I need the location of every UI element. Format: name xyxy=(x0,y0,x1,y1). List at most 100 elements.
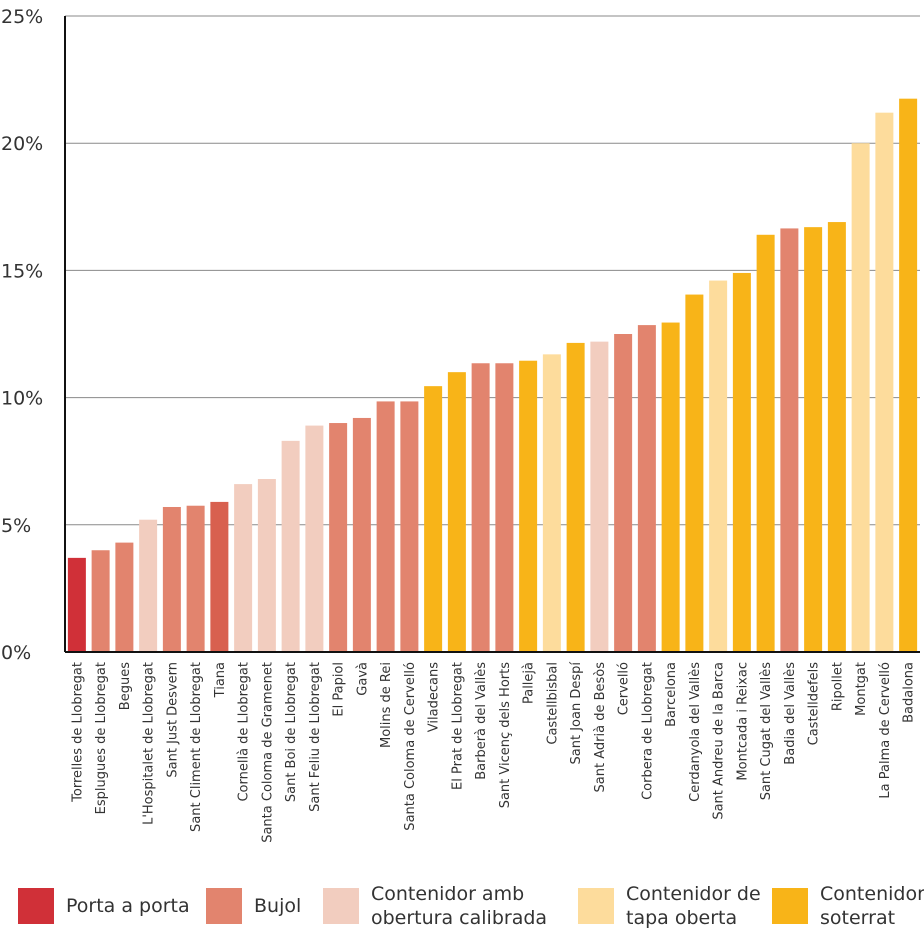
legend-swatch xyxy=(18,888,54,924)
bar xyxy=(851,143,870,652)
x-tick-label: Corbera de Llobregat xyxy=(640,662,655,800)
bar xyxy=(614,334,633,652)
bar xyxy=(495,363,514,652)
x-tick-label: Castelldefels xyxy=(807,662,822,746)
bar xyxy=(400,401,419,652)
y-tick-label: 0% xyxy=(1,642,31,664)
bar xyxy=(281,440,300,652)
bar xyxy=(685,294,704,652)
bar xyxy=(67,557,86,652)
axes xyxy=(64,16,920,653)
bar xyxy=(186,505,205,652)
x-tick-label: Torrelles de Llobregat xyxy=(70,662,85,803)
x-tick-label: Sant Just Desvern xyxy=(165,662,180,778)
x-tick-label: Sant Climent de Llobregat xyxy=(189,662,204,832)
bar xyxy=(471,363,490,652)
legend-label: Contenidor soterrat xyxy=(820,883,924,929)
bar-chart: 0% 5% 10% 15% 20% 25% Torrelles de Llobregat E… xyxy=(1,6,920,843)
x-tick-label: Castellbisbal xyxy=(545,662,560,745)
x-tick-label: Cerdanyola del Vallès xyxy=(688,662,703,802)
legend-item-contenidor-tapa-oberta: Contenidor de tapa oberta xyxy=(578,880,761,932)
x-tick-label: Ripollet xyxy=(830,662,845,711)
legend-item-contenidor-soterrat: Contenidor soterrat xyxy=(772,880,924,932)
x-tick-label: Tiana xyxy=(213,662,228,698)
gridlines xyxy=(65,15,920,526)
x-tick-label: Begues xyxy=(118,662,133,710)
legend-item-contenidor-obertura-calibrada: Contenidor amb obertura calibrada xyxy=(323,880,547,932)
bar xyxy=(566,342,585,652)
bar xyxy=(257,479,276,652)
x-tick-label: Cervelló xyxy=(617,662,632,715)
legend-item-porta-a-porta: Porta a porta xyxy=(18,880,190,932)
bar xyxy=(424,386,443,652)
legend-swatch xyxy=(206,888,242,924)
bars xyxy=(67,98,918,653)
legend-label: Contenidor amb obertura calibrada xyxy=(371,883,548,929)
x-tick-label: Sant Andreu de la Barca xyxy=(712,662,727,820)
bar xyxy=(519,360,538,652)
bar xyxy=(875,112,894,652)
bar xyxy=(661,322,680,652)
x-tick-label: Santa Coloma de Gramenet xyxy=(260,662,275,843)
x-tick-label: Gavà xyxy=(355,662,370,696)
x-tick-label: Badia del Vallès xyxy=(783,662,798,765)
legend-swatch xyxy=(323,888,359,924)
x-tick-label: Sant Vicenç dels Horts xyxy=(498,662,513,809)
bar xyxy=(162,506,181,652)
x-tick-label: El Papiol xyxy=(332,662,347,717)
bar xyxy=(590,341,609,652)
bar xyxy=(756,234,775,652)
legend-label: Bujol xyxy=(254,895,302,917)
bar xyxy=(709,280,728,652)
x-tick-label: Barberà del Vallès xyxy=(474,662,489,780)
x-tick-label: Badalona xyxy=(902,662,917,723)
bar xyxy=(447,372,466,652)
x-tick-label: Sant Feliu de Llobregat xyxy=(308,662,323,812)
bar xyxy=(376,401,395,652)
bar xyxy=(91,550,110,652)
x-tick-label: Molins de Rei xyxy=(379,662,394,748)
legend-swatch xyxy=(578,888,614,924)
x-tick-label: Montcada i Reixac xyxy=(735,662,750,781)
y-tick-label: 5% xyxy=(1,515,31,537)
bar xyxy=(804,227,823,653)
bar xyxy=(329,423,348,652)
y-tick-label: 20% xyxy=(1,133,43,155)
x-tick-label: Sant Adrià de Besòs xyxy=(593,662,608,793)
legend-item-bujol: Bujol xyxy=(206,880,301,932)
bar xyxy=(732,272,751,652)
x-tick-label: L'Hospitalet de Llobregat xyxy=(142,662,157,825)
x-tick-label: La Palma de Cervelló xyxy=(878,662,893,799)
bar xyxy=(234,484,253,652)
bar xyxy=(542,354,561,652)
x-tick-label: Esplugues de Llobregat xyxy=(94,662,109,814)
bar xyxy=(352,417,371,652)
x-tick-label: Santa Coloma de Cervelló xyxy=(403,662,418,831)
x-tick-label: Viladecans xyxy=(427,662,442,732)
x-tick-label: El Prat de Llobregat xyxy=(450,662,465,790)
bar xyxy=(139,519,158,652)
bar xyxy=(827,222,846,652)
bar xyxy=(210,501,229,652)
x-tick-label: Sant Joan Despí xyxy=(569,662,584,765)
x-tick-label: Pallejà xyxy=(522,662,537,704)
y-tick-label: 10% xyxy=(1,388,43,410)
legend-swatch xyxy=(772,888,808,924)
x-tick-label: Barcelona xyxy=(664,662,679,727)
legend: Porta a porta Bujol Contenidor amb obert… xyxy=(0,880,924,933)
bar xyxy=(115,542,134,652)
x-tick-label: Sant Boi de Llobregat xyxy=(284,662,299,802)
y-tick-label: 25% xyxy=(1,6,43,28)
bar xyxy=(305,425,324,652)
bar xyxy=(899,98,918,653)
bar xyxy=(637,325,656,652)
legend-label: Contenidor de tapa oberta xyxy=(626,883,761,929)
x-axis-tick-labels: Torrelles de Llobregat Esplugues de Llobr… xyxy=(70,662,916,843)
bar xyxy=(780,228,799,652)
y-tick-label: 15% xyxy=(1,260,43,282)
x-tick-label: Sant Cugat del Vallès xyxy=(759,662,774,801)
y-axis-tick-labels: 0% 5% 10% 15% 20% 25% xyxy=(1,6,43,664)
legend-label: Porta a porta xyxy=(66,895,190,917)
x-tick-label: Cornellà de Llobregat xyxy=(237,662,252,802)
x-tick-label: Montgat xyxy=(854,662,869,716)
